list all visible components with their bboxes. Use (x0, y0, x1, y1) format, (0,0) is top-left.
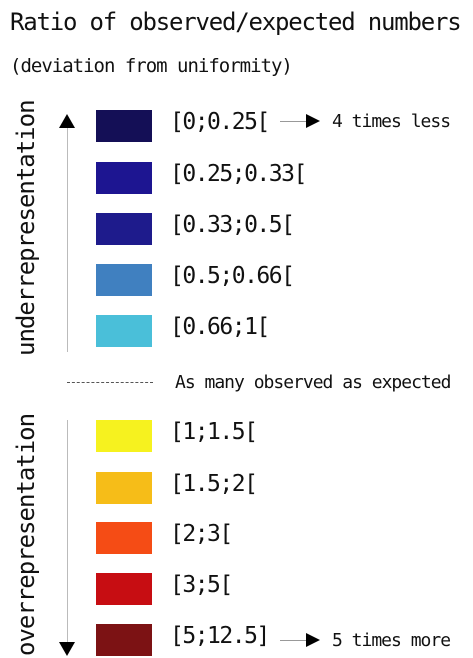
under-axis-line (67, 128, 68, 352)
class-label-over-2: [1.5;2[ (170, 471, 258, 497)
underrepresentation-label: underrepresentation (12, 100, 40, 356)
note-bottom-line (280, 640, 306, 641)
class-label-under-2: [0.25;0.33[ (170, 161, 307, 187)
swatch-over-3 (96, 522, 152, 554)
legend-subtitle: (deviation from uniformity) (10, 55, 293, 77)
middle-label: As many observed as expected (175, 372, 451, 393)
legend-title: Ratio of observed/expected numbers (10, 8, 462, 36)
class-label-under-5: [0.66;1[ (170, 314, 270, 340)
swatch-over-4 (96, 573, 152, 605)
middle-dashed-line (67, 382, 153, 383)
over-axis-line (67, 420, 68, 644)
swatch-over-1 (96, 420, 152, 452)
arrow-right-icon (306, 633, 320, 647)
class-label-over-3: [2;3[ (170, 521, 233, 547)
class-label-over-4: [3;5[ (170, 572, 233, 598)
swatch-over-5 (96, 624, 152, 656)
note-top-line (280, 121, 306, 122)
swatch-under-1 (96, 110, 152, 142)
arrow-up-icon (59, 114, 75, 128)
class-label-over-5: [5;12.5] (170, 623, 270, 649)
swatch-under-2 (96, 162, 152, 194)
class-label-under-4: [0.5;0.66[ (170, 263, 295, 289)
class-label-under-1: [0;0.25[ (170, 109, 270, 135)
swatch-over-2 (96, 472, 152, 504)
swatch-under-4 (96, 264, 152, 296)
overrepresentation-label: overrepresentation (12, 413, 40, 656)
note-top: 4 times less (332, 111, 451, 132)
swatch-under-5 (96, 315, 152, 347)
class-label-under-3: [0.33;0.5[ (170, 212, 295, 238)
swatch-under-3 (96, 213, 152, 245)
arrow-right-icon (306, 114, 320, 128)
note-bottom: 5 times more (332, 630, 451, 651)
class-label-over-1: [1;1.5[ (170, 419, 258, 445)
arrow-down-icon (59, 642, 75, 656)
